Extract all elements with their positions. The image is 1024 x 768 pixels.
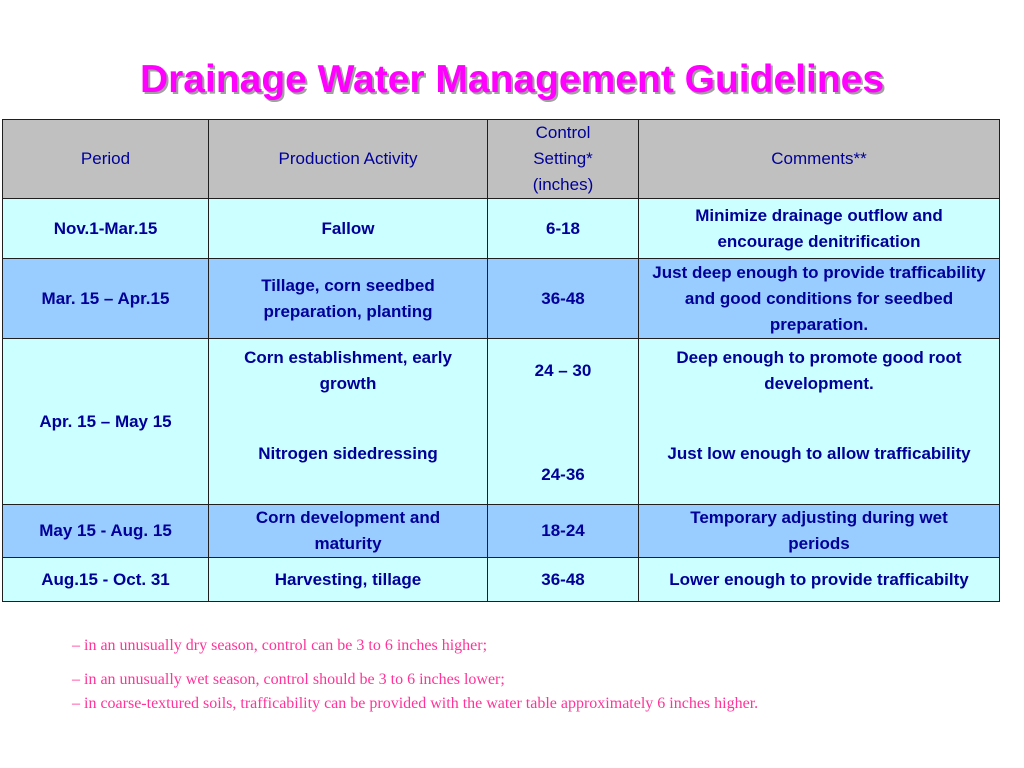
control-cell: 36-48	[487, 557, 639, 602]
activity-text: Nitrogen sidedressing	[258, 444, 438, 463]
control-cell: 18-24	[487, 504, 639, 558]
comments-cell: Lower enough to provide trafficabilty	[638, 557, 1000, 602]
activity-cell: Harvesting, tillage	[208, 557, 488, 602]
header-period: Period	[2, 119, 209, 199]
control-cell: 36-48	[487, 258, 639, 339]
comments-cell: Minimize drainage outflow and encourage …	[638, 198, 1000, 259]
control-cell: 6-18	[487, 198, 639, 259]
activity-cell: Corn establishment, early growth Nitroge…	[208, 338, 488, 505]
period-cell: Nov.1-Mar.15	[2, 198, 209, 259]
page-title: Drainage Water Management Guidelines	[139, 58, 885, 101]
comments-text: Deep enough to promote good root develop…	[676, 348, 962, 393]
table-row: Mar. 15 – Apr.15 Tillage, corn seedbed p…	[2, 258, 1000, 339]
activity-cell: Fallow	[208, 198, 488, 259]
control-cell: 24 – 30 24-36	[487, 338, 639, 505]
period-cell: Aug.15 - Oct. 31	[2, 557, 209, 602]
header-production-activity: Production Activity	[208, 119, 488, 199]
activity-text: Corn establishment, early growth	[244, 348, 452, 393]
footnote-dry-season: – in an unusually dry season, control ca…	[72, 637, 488, 654]
period-cell: Mar. 15 – Apr.15	[2, 258, 209, 339]
comments-text: Just low enough to allow trafficability	[667, 444, 971, 463]
guidelines-table: Period Production Activity Control Setti…	[2, 119, 1000, 602]
control-value: 24-36	[541, 465, 585, 484]
table-row: Nov.1-Mar.15 Fallow 6-18 Minimize draina…	[2, 198, 1000, 259]
header-comments: Comments**	[638, 119, 1000, 199]
table-row: Apr. 15 – May 15 Corn establishment, ear…	[2, 338, 1000, 505]
table-row: Aug.15 - Oct. 31 Harvesting, tillage 36-…	[2, 557, 1000, 602]
footnote-wet-season: – in an unusually wet season, control sh…	[72, 671, 505, 688]
period-cell: Apr. 15 – May 15	[2, 338, 209, 505]
table-row: May 15 - Aug. 15 Corn development and ma…	[2, 504, 1000, 558]
footnote-coarse-soils: – in coarse-textured soils, trafficabili…	[72, 695, 759, 712]
comments-cell: Just deep enough to provide trafficabili…	[638, 258, 1000, 339]
activity-cell: Corn development and maturity	[208, 504, 488, 558]
period-cell: May 15 - Aug. 15	[2, 504, 209, 558]
table-header-row: Period Production Activity Control Setti…	[2, 119, 1000, 199]
comments-cell: Deep enough to promote good root develop…	[638, 338, 1000, 505]
footnotes: – in an unusually dry season, control ca…	[72, 634, 758, 716]
activity-cell: Tillage, corn seedbed preparation, plant…	[208, 258, 488, 339]
comments-cell: Temporary adjusting during wet periods	[638, 504, 1000, 558]
control-value: 24 – 30	[534, 361, 592, 380]
header-control-setting: Control Setting* (inches)	[487, 119, 639, 199]
